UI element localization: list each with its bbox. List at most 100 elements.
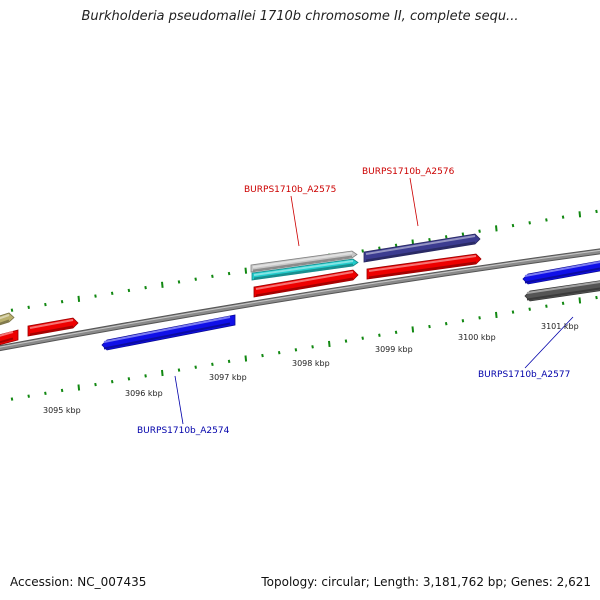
leader-A2577 <box>524 316 574 369</box>
gene-red-right[interactable] <box>366 253 482 280</box>
upper-tick <box>478 229 481 233</box>
lower-tick <box>227 359 231 364</box>
lower-tick <box>595 295 598 300</box>
chromosome-backbone <box>0 248 600 352</box>
ruler-label-3099: 3099 kbp <box>375 345 413 354</box>
upper-tick <box>144 285 147 290</box>
lower-tick <box>110 379 114 384</box>
lower-tick <box>60 388 64 393</box>
lower-tick <box>378 333 381 337</box>
upper-tick <box>110 291 114 295</box>
lower-tick <box>244 355 248 362</box>
lower-tick <box>478 316 481 320</box>
upper-tick <box>595 209 598 214</box>
upper-tick <box>461 232 465 236</box>
upper-tick <box>528 221 531 225</box>
gene-BURPS1710b_A2574[interactable] <box>101 314 236 351</box>
lower-tick <box>194 365 197 369</box>
upper-tick <box>177 280 181 284</box>
gene-silver[interactable] <box>250 250 358 273</box>
gene-partial-left-red[interactable] <box>0 329 19 346</box>
gene-BURPS1710b_A2575[interactable] <box>253 269 359 298</box>
upper-tick <box>394 243 398 248</box>
label-leader-lines <box>174 177 574 425</box>
map-title: Burkholderia pseudomallei 1710b chromoso… <box>81 9 519 24</box>
lower-tick <box>77 384 81 391</box>
upper-tick <box>578 211 582 218</box>
lower-tick <box>211 362 214 366</box>
gene-cyan[interactable] <box>251 258 359 281</box>
gene-blue-right[interactable] <box>522 260 600 285</box>
upper-tick <box>428 237 431 242</box>
lower-tick <box>444 321 448 326</box>
lower-tick <box>144 374 147 378</box>
lower-tick <box>561 301 565 306</box>
leader-A2576 <box>409 177 419 227</box>
upper-tick <box>44 302 47 307</box>
upper-tick <box>94 294 97 298</box>
ruler-label-3100: 3100 kbp <box>458 333 496 342</box>
upper-tick <box>444 235 448 239</box>
gene-label-A2577[interactable]: BURPS1710b_A2577 <box>478 370 570 380</box>
gene-label-A2576[interactable]: BURPS1710b_A2576 <box>362 167 455 177</box>
upper-tick <box>244 267 248 274</box>
ruler-label-3096: 3096 kbp <box>125 389 163 398</box>
accession-text: Accession: NC_007435 <box>10 575 147 589</box>
lower-tick <box>294 348 298 352</box>
lower-tick <box>411 326 415 333</box>
ruler-label-3098: 3098 kbp <box>292 359 330 368</box>
ruler-label-3101: 3101 kbp <box>541 322 579 331</box>
lower-tick <box>161 369 164 377</box>
leader-A2574 <box>174 375 184 425</box>
upper-tick <box>361 249 364 253</box>
upper-tick <box>495 225 498 232</box>
lower-tick <box>578 297 582 304</box>
upper-tick <box>211 274 214 279</box>
lower-tick <box>361 336 364 340</box>
gene-features <box>0 233 600 351</box>
backbone-line <box>0 249 600 351</box>
sequence-summary-text: Topology: circular; Length: 3,181,762 bp… <box>261 575 591 589</box>
ruler-label-3097: 3097 kbp <box>209 373 247 382</box>
upper-tick <box>161 281 164 288</box>
lower-tick <box>311 345 314 349</box>
lower-tick <box>528 307 531 311</box>
upper-tick <box>511 223 515 228</box>
gene-label-A2574[interactable]: BURPS1710b_A2574 <box>137 426 230 436</box>
lower-tick-ring <box>10 295 598 401</box>
lower-tick <box>27 394 30 398</box>
gene-labels: BURPS1710b_A2575 BURPS1710b_A2576 BURPS1… <box>137 167 570 436</box>
gene-red-left[interactable] <box>27 317 79 337</box>
upper-tick <box>561 215 565 219</box>
lower-tick <box>94 382 97 387</box>
lower-tick <box>127 377 131 381</box>
upper-tick <box>27 305 30 310</box>
lower-tick <box>545 304 548 308</box>
gene-BURPS1710b_A2576[interactable] <box>363 233 481 263</box>
lower-tick <box>10 397 14 401</box>
gene-label-A2575[interactable]: BURPS1710b_A2575 <box>244 185 336 195</box>
leader-A2575 <box>290 195 300 247</box>
lower-tick <box>177 368 181 372</box>
upper-tick <box>227 271 231 276</box>
backbone-highlight <box>0 249 600 348</box>
lower-tick <box>277 350 281 355</box>
lower-tick <box>394 330 398 335</box>
upper-tick <box>60 300 64 304</box>
gene-partial-left-olive[interactable] <box>0 312 15 328</box>
upper-tick <box>127 288 131 293</box>
lower-tick <box>328 340 331 348</box>
upper-tick <box>194 277 197 281</box>
upper-tick <box>545 218 548 222</box>
lower-tick <box>44 391 47 395</box>
lower-tick <box>428 324 431 329</box>
lower-tick <box>495 311 498 319</box>
lower-tick <box>344 339 348 343</box>
ruler-label-3095: 3095 kbp <box>43 406 81 415</box>
lower-tick <box>511 310 515 314</box>
lower-tick <box>261 353 264 358</box>
ruler-labels: 3095 kbp 3096 kbp 3097 kbp 3098 kbp 3099… <box>43 322 579 415</box>
gene-BURPS1710b_A2577[interactable] <box>524 280 600 302</box>
lower-tick <box>461 319 465 323</box>
